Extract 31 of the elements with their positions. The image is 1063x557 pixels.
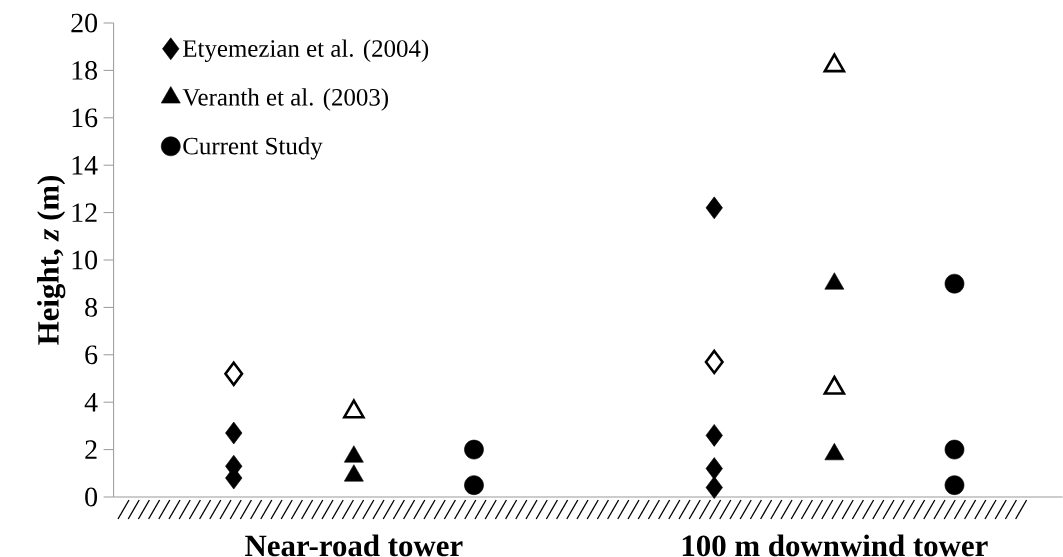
x-tick-label: 100 m downwind tower — [682, 534, 988, 557]
y-tick-label: 12 — [72, 203, 97, 222]
y-tick-label: 18 — [72, 60, 98, 80]
point — [705, 476, 723, 499]
legend-label: Veranth et al. (2003) — [182, 88, 389, 111]
point — [824, 272, 845, 290]
point — [225, 421, 243, 445]
y-tick-label: 8 — [85, 297, 98, 317]
y-tick-label: 0 — [85, 487, 98, 507]
legend-label: Current Study — [183, 136, 323, 160]
y-tick-label: 6 — [85, 345, 98, 365]
point — [464, 439, 484, 460]
y-tick-label: 16 — [72, 108, 98, 128]
point — [224, 361, 244, 387]
x-tick-label: Near-road tower — [245, 534, 463, 557]
point — [944, 273, 965, 294]
y-tick-label: 14 — [72, 156, 98, 175]
point — [705, 424, 723, 447]
y-tick-label: 4 — [84, 393, 98, 412]
point — [705, 457, 723, 480]
y-tick-label: 20 — [71, 13, 98, 33]
point — [704, 349, 724, 375]
y-tick-label: 2 — [85, 440, 97, 459]
point — [944, 475, 965, 495]
point — [705, 196, 723, 220]
point — [464, 475, 484, 495]
point — [823, 53, 846, 73]
legend-label: Etyemezian et al. (2004) — [183, 39, 429, 63]
point — [944, 439, 965, 460]
y-tick-label: 10 — [72, 250, 98, 270]
text: Height, z (m) — [37, 176, 66, 345]
